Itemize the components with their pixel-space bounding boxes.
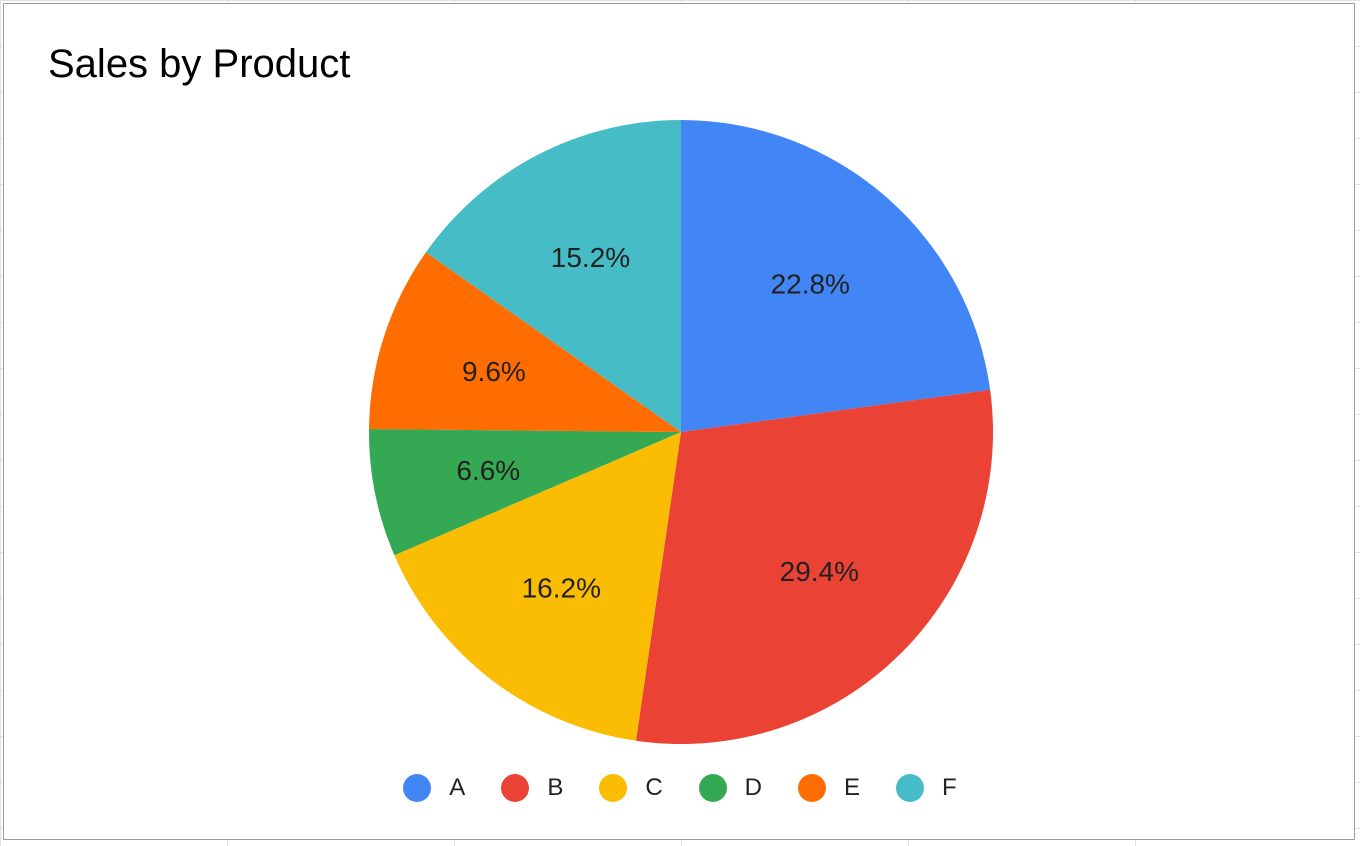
legend-label: B (547, 774, 564, 801)
legend-color-swatch (501, 774, 530, 802)
legend-color-swatch (798, 774, 827, 802)
legend-color-swatch (896, 774, 925, 802)
pie-slice-d[interactable] (369, 429, 681, 556)
legend-item-c[interactable]: C (599, 774, 663, 802)
legend-item-e[interactable]: E (798, 774, 860, 802)
legend-item-a[interactable]: A (403, 774, 465, 802)
legend-item-f[interactable]: F (896, 774, 957, 802)
pie-slice-a[interactable] (681, 120, 991, 432)
slice-label-a: 22.8% (771, 268, 850, 299)
legend-color-swatch (403, 774, 432, 802)
legend-label: A (449, 774, 466, 801)
slice-label-e: 9.6% (462, 356, 526, 387)
legend-label: E (844, 774, 861, 801)
legend-item-b[interactable]: B (501, 774, 563, 802)
legend-color-swatch (698, 774, 727, 802)
pie-chart: 22.8% 29.4% 16.2% 6.6% 9.6% 15.2% (369, 120, 994, 744)
slice-label-d: 6.6% (456, 455, 520, 486)
legend-color-swatch (599, 774, 628, 802)
legend-item-d[interactable]: D (698, 774, 763, 802)
chart-title: Sales by Product (48, 42, 351, 86)
legend-label: F (942, 774, 957, 801)
chart-container[interactable]: Sales by Product 22.8% 29.4% 16.2% 6.6% 9.6%… (3, 3, 1355, 840)
pie-slice-b[interactable] (635, 389, 994, 744)
slice-label-f: 15.2% (551, 242, 630, 273)
pie-slice-e[interactable] (369, 252, 681, 432)
legend-label: D (744, 774, 763, 801)
pie-slice-f[interactable] (425, 120, 681, 432)
pie-slice-c[interactable] (394, 432, 681, 741)
chart-legend: A B C D E F (4, 770, 1356, 806)
slice-label-b: 29.4% (780, 556, 859, 587)
legend-label: C (645, 774, 663, 801)
slice-label-c: 16.2% (522, 572, 601, 603)
